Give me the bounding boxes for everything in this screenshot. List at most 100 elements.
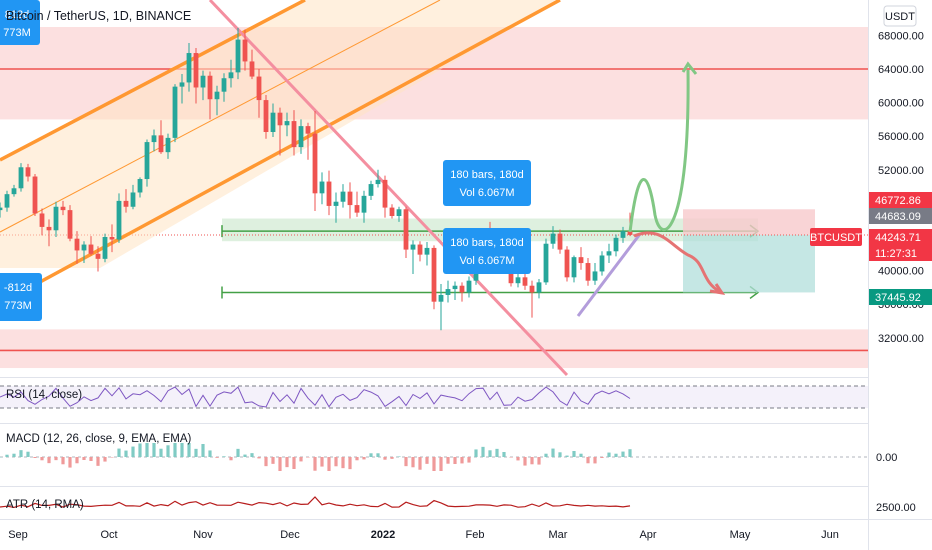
macd-bar [285,457,289,468]
macd-pane[interactable]: MACD (12, 26, close, 9, EMA, EMA) 0.00 [0,433,897,471]
candle-body [627,231,633,235]
macd-bar [26,451,30,457]
downtrend-line [208,0,569,377]
candle-body [319,181,325,194]
measure-vol-text: 773M [3,27,31,39]
macd-bar [355,457,359,461]
candle-body [46,226,52,231]
symbol-tag-text: BTCUSDT [810,232,862,244]
candle-body [557,233,563,250]
candle-body [431,247,437,302]
measure-label[interactable]: 812d 773M [0,0,40,45]
candle-body [417,244,423,255]
symbol-tag-box [810,228,862,246]
rsi-band [0,386,868,408]
macd-bar [117,448,121,457]
macd-bar [376,453,380,457]
support-zone [0,329,868,369]
candle-body [515,277,521,284]
candle-body [522,277,528,286]
macd-bar [404,457,408,467]
x-tick-label: Apr [639,529,656,541]
x-tick-label: Mar [549,529,568,541]
macd-bar [5,454,9,457]
macd-bar [341,457,345,469]
measure-bars-text: 180 bars, 180d [450,169,523,181]
candle-body [18,167,24,189]
candle-body [214,91,220,100]
candle-body [277,112,283,126]
macd-bar [348,457,352,470]
candle-body [193,53,199,88]
candle-body [207,75,213,100]
candle-body [4,194,10,208]
macd-bar [621,451,625,457]
macd-bar [362,457,366,460]
rsi-label: RSI (14, close) [6,389,82,401]
macd-bar [558,452,562,457]
measure-vol-text: Vol 6.067M [459,255,514,267]
candle-body [25,167,31,177]
macd-bar [250,453,254,457]
macd-bar [180,443,184,457]
macd-bar [579,453,583,457]
bull-projection [628,69,690,233]
macd-bar [145,443,149,457]
y-tick-label: 32000.00 [878,333,924,345]
measure-bars-text: 180 bars, 180d [450,237,523,249]
axis-price-box [869,289,932,305]
macd-tick-label: 0.00 [876,452,897,464]
candle-body [298,126,304,148]
x-tick-label: Feb [466,529,485,541]
x-tick-label: May [730,529,751,541]
macd-bar [201,444,205,457]
macd-bar [614,453,618,457]
measure-box [0,0,40,45]
candle-body [186,53,192,83]
measure-box [0,273,42,321]
candle-body [88,244,94,254]
candle-body [81,244,87,251]
rsi-pane[interactable]: RSI (14, close) [0,385,868,409]
rsi-line [0,386,631,408]
candle-body [368,184,374,196]
measure-label[interactable]: -812d 773M [0,273,42,321]
channel-upper-line [0,0,306,162]
macd-bar [0,457,2,458]
candle-body [613,237,619,252]
currency-selector[interactable]: USDT [883,5,917,27]
candle-body [445,289,451,295]
candle-body [158,135,164,153]
axis-price-label: 44243.71 [869,229,932,245]
macd-bar [292,457,296,469]
macd-bar [313,457,317,471]
macd-bar [257,457,261,459]
measure-label[interactable]: 180 bars, 180d Vol 6.067M [443,160,531,206]
macd-bar [173,443,177,457]
candle-body [179,82,185,87]
time-axis[interactable]: Sep Oct Nov Dec 2022 Feb Mar Apr May Jun [8,529,839,541]
candle-body [529,285,535,293]
macd-bar [481,446,485,457]
macd-bar [628,449,632,457]
candle-body [592,271,598,281]
atr-pane[interactable]: ATR (14, RMA) 2500.00 [0,496,916,514]
symbol-title[interactable]: Bitcoin / TetherUS, 1D, BINANCE [6,9,191,23]
macd-bar [537,457,541,465]
price-labels: 46772.86 44683.09 44243.71 11:27:31 BTCUSDT 3… [810,192,932,305]
y-tick-label: 56000.00 [878,131,924,143]
candle-body [571,257,577,278]
macd-bar [432,457,436,471]
macd-bar [327,457,331,471]
axis-price-label: 37445.92 [869,289,932,305]
axis-price-text: 46772.86 [875,195,921,207]
axis-price-label: 44683.09 [869,208,932,224]
y-tick-label: 52000.00 [878,165,924,177]
macd-bar [152,443,156,457]
candle-body [221,78,227,92]
measure-label[interactable]: 180 bars, 180d Vol 6.067M [443,228,531,274]
candle-body [235,39,241,73]
y-tick-label: 68000.00 [878,30,924,42]
candle-body [123,200,129,207]
